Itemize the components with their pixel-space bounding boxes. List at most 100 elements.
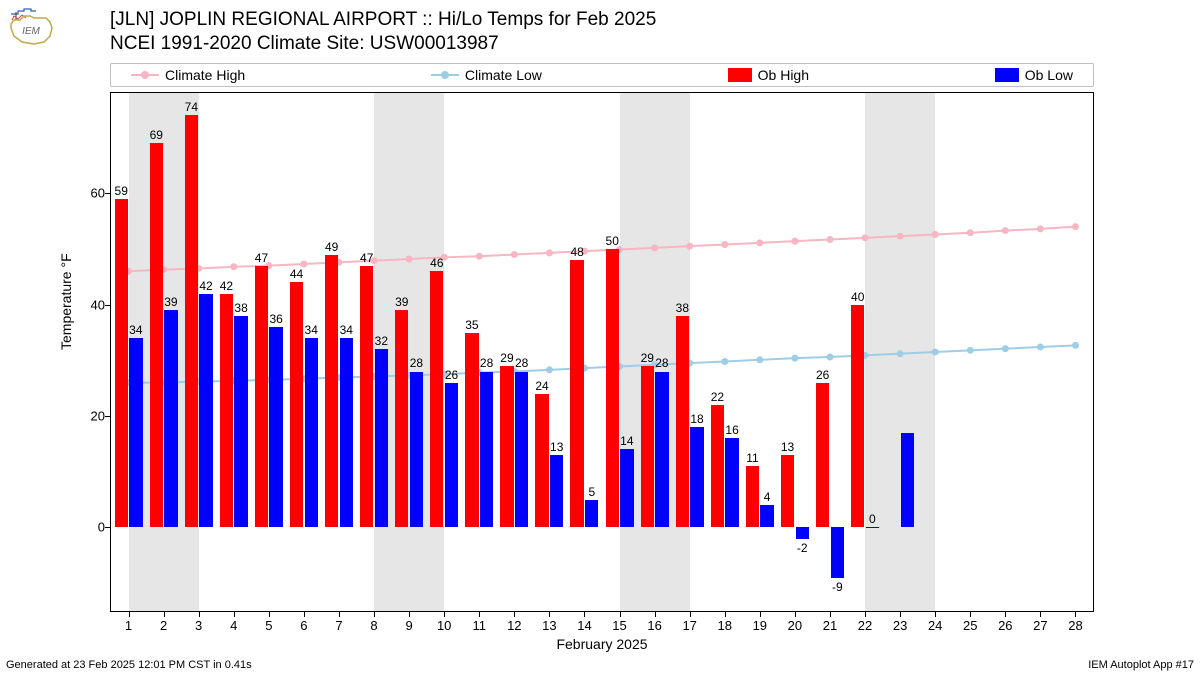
bar-value-label: 44 <box>290 267 303 281</box>
x-tick-label: 2 <box>160 618 167 633</box>
x-tick-label: 27 <box>1033 618 1047 633</box>
x-tick-label: 6 <box>300 618 307 633</box>
x-tick-mark <box>725 611 726 617</box>
x-tick-mark <box>234 611 235 617</box>
ob-low-bar <box>129 338 142 527</box>
climate-low-marker <box>897 350 904 357</box>
title-line1: [JLN] JOPLIN REGIONAL AIRPORT :: Hi/Lo T… <box>110 8 656 32</box>
x-tick-mark <box>374 611 375 617</box>
x-tick-mark <box>620 611 621 617</box>
bar-value-label: 39 <box>395 295 408 309</box>
climate-low-marker <box>1037 343 1044 350</box>
ob-high-bar <box>185 115 198 527</box>
x-tick-mark <box>690 611 691 617</box>
ob-low-bar <box>515 372 528 528</box>
bar-value-label: 28 <box>655 356 668 370</box>
x-tick-mark <box>199 611 200 617</box>
y-tick-mark <box>105 305 111 306</box>
x-tick-mark <box>970 611 971 617</box>
x-tick-label: 8 <box>370 618 377 633</box>
y-tick-label: 60 <box>69 186 105 201</box>
ob-high-bar <box>781 455 794 527</box>
legend-climate-low: Climate Low <box>431 67 542 83</box>
ob-low-bar <box>725 438 738 527</box>
x-tick-mark <box>795 611 796 617</box>
ob-low-bar <box>269 327 282 528</box>
climate-high-marker <box>932 231 939 238</box>
bar-value-label: 26 <box>816 368 829 382</box>
x-tick-label: 10 <box>437 618 451 633</box>
x-tick-label: 5 <box>265 618 272 633</box>
ob-high-bar <box>500 366 513 528</box>
x-tick-label: 3 <box>195 618 202 633</box>
x-tick-mark <box>865 611 866 617</box>
bar-value-label: 11 <box>746 451 758 465</box>
climate-high-marker <box>826 236 833 243</box>
ob-high-bar <box>465 333 478 528</box>
climate-high-marker <box>756 239 763 246</box>
ob-high-bar <box>115 199 128 528</box>
climate-high-marker <box>686 243 693 250</box>
x-tick-label: 20 <box>788 618 802 633</box>
bar-value-label: 4 <box>764 490 771 504</box>
climate-high-marker <box>791 238 798 245</box>
ob-high-bar <box>220 294 233 528</box>
bar-value-label: 47 <box>360 251 373 265</box>
footer-app: IEM Autoplot App #17 <box>1088 659 1194 671</box>
climate-high-marker <box>721 241 728 248</box>
bar-value-label: 18 <box>690 412 703 426</box>
bar-value-label: 42 <box>220 279 233 293</box>
climate-high-marker <box>406 255 413 262</box>
ob-low-bar <box>866 527 879 528</box>
x-tick-mark <box>129 611 130 617</box>
x-tick-label: 22 <box>858 618 872 633</box>
bar-value-label: 35 <box>465 318 478 332</box>
bar-value-label: 5 <box>588 485 595 499</box>
legend-climate-high: Climate High <box>131 67 245 83</box>
x-tick-label: 26 <box>998 618 1012 633</box>
bar-value-label: 49 <box>325 240 338 254</box>
ob-low-bar <box>375 349 388 527</box>
ob-high-bar <box>325 255 338 528</box>
iem-logo: IEM <box>6 6 56 46</box>
y-tick-mark <box>105 193 111 194</box>
bar-value-label: 34 <box>129 323 142 337</box>
x-tick-label: 18 <box>718 618 732 633</box>
climate-low-marker <box>721 358 728 365</box>
bar-value-label: 14 <box>620 434 633 448</box>
ob-low-bar <box>410 372 423 528</box>
climate-low-marker <box>932 349 939 356</box>
climate-low-marker <box>1002 345 1009 352</box>
bar-value-label: -2 <box>797 541 808 555</box>
ob-low-bar <box>340 338 353 527</box>
ob-high-bar <box>641 366 654 528</box>
climate-high-marker <box>897 233 904 240</box>
bar-value-label: 48 <box>570 245 583 259</box>
x-tick-label: 1 <box>125 618 132 633</box>
ob-low-bar <box>690 427 703 527</box>
x-tick-mark <box>409 611 410 617</box>
bar-value-label: 59 <box>115 184 128 198</box>
x-tick-label: 23 <box>893 618 907 633</box>
bar-value-label: 34 <box>305 323 318 337</box>
bar-value-label: 16 <box>725 423 738 437</box>
bar-value-label: 38 <box>234 301 247 315</box>
ob-high-bar <box>570 260 583 527</box>
legend-ob-high: Ob High <box>728 67 809 83</box>
ob-high-bar <box>606 249 619 527</box>
ob-high-bar <box>535 394 548 528</box>
climate-high-marker <box>967 229 974 236</box>
climate-high-marker <box>1037 225 1044 232</box>
climate-low-marker <box>967 347 974 354</box>
bar-value-label: -9 <box>832 580 843 594</box>
legend: Climate High Climate Low Ob High Ob Low <box>110 63 1094 87</box>
x-tick-mark <box>164 611 165 617</box>
title-line2: NCEI 1991-2020 Climate Site: USW00013987 <box>110 32 656 56</box>
ob-low-bar <box>305 338 318 527</box>
bar-value-label: 69 <box>150 128 163 142</box>
x-tick-mark <box>655 611 656 617</box>
ob-high-bar <box>816 383 829 528</box>
x-tick-label: 4 <box>230 618 237 633</box>
ob-low-bar <box>831 527 844 577</box>
climate-high-marker <box>651 244 658 251</box>
